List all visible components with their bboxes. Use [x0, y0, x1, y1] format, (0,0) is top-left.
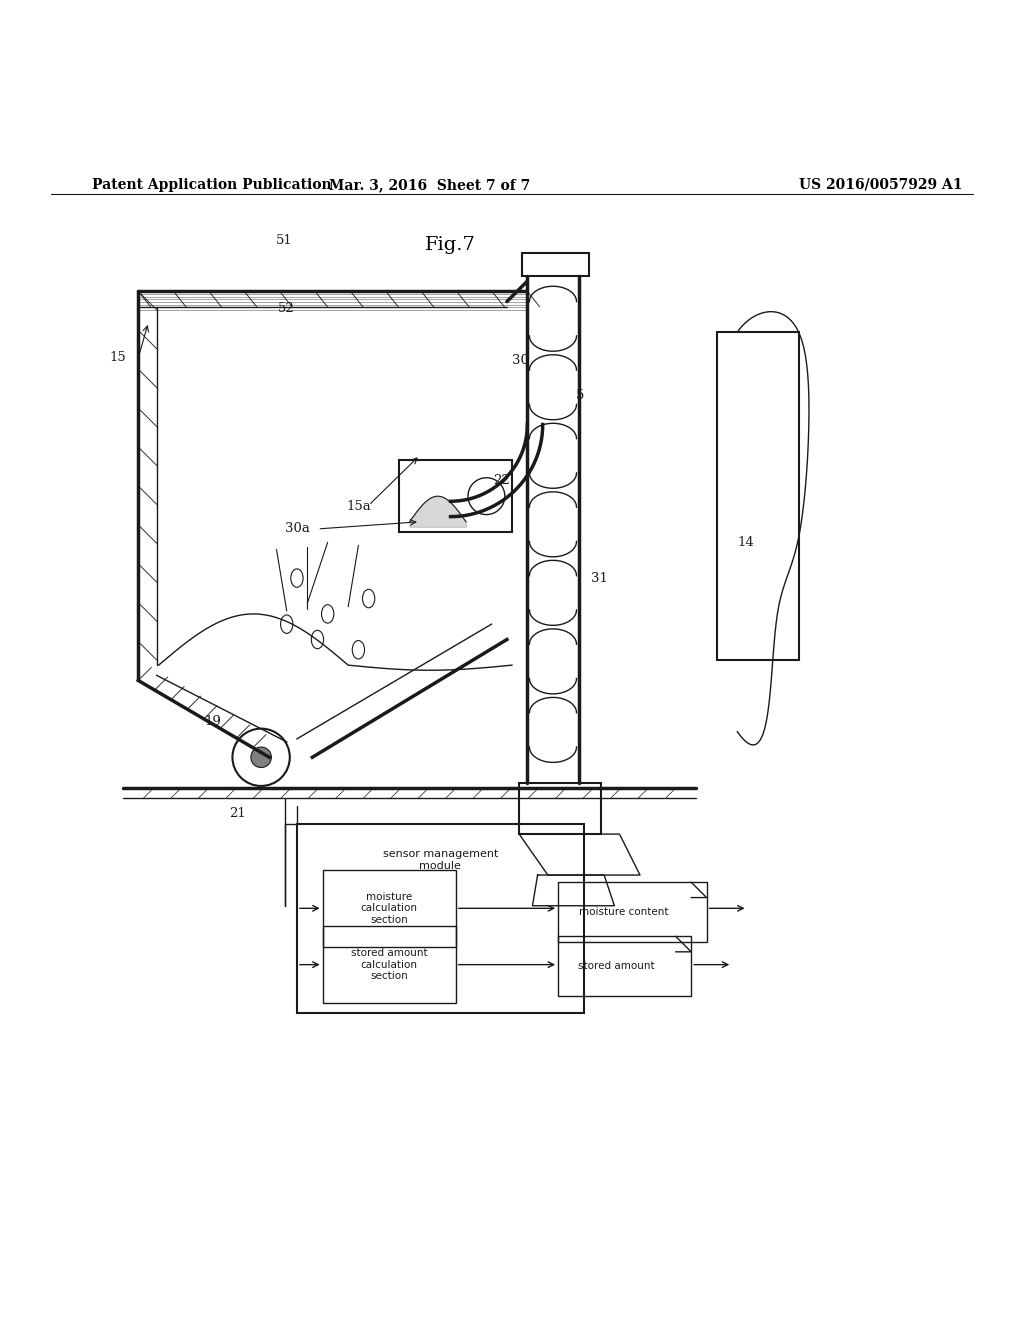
Text: 51: 51: [276, 234, 293, 247]
Bar: [323, 927, 456, 1003]
Text: 22: 22: [494, 474, 510, 487]
Text: sensor management
module: sensor management module: [383, 850, 498, 871]
Bar: [297, 824, 584, 1014]
Bar: [323, 870, 456, 946]
Polygon shape: [532, 875, 614, 906]
Text: 15: 15: [110, 351, 126, 364]
Text: 52: 52: [279, 302, 295, 315]
Bar: [522, 253, 589, 276]
Text: US 2016/0057929 A1: US 2016/0057929 A1: [799, 178, 963, 191]
Text: 30a: 30a: [285, 523, 309, 536]
Polygon shape: [519, 834, 640, 875]
Text: 21: 21: [229, 807, 246, 820]
Text: 19: 19: [205, 715, 221, 727]
Text: moisture content: moisture content: [580, 907, 669, 917]
Circle shape: [251, 747, 271, 767]
Bar: [519, 783, 601, 834]
Text: moisture
calculation
section: moisture calculation section: [360, 892, 418, 925]
Bar: [558, 936, 691, 995]
Bar: [399, 461, 512, 532]
Bar: [558, 882, 707, 941]
Text: 14: 14: [737, 536, 754, 549]
Text: Mar. 3, 2016  Sheet 7 of 7: Mar. 3, 2016 Sheet 7 of 7: [330, 178, 530, 191]
Text: stored amount
calculation
section: stored amount calculation section: [351, 948, 427, 981]
Text: 5: 5: [575, 389, 584, 403]
Text: 30: 30: [512, 355, 528, 367]
Text: 31: 31: [591, 572, 607, 585]
Text: Patent Application Publication: Patent Application Publication: [92, 178, 332, 191]
Text: 15a: 15a: [346, 500, 371, 513]
Text: stored amount: stored amount: [579, 961, 654, 972]
Text: Fig.7: Fig.7: [425, 236, 476, 255]
Bar: [717, 333, 799, 660]
